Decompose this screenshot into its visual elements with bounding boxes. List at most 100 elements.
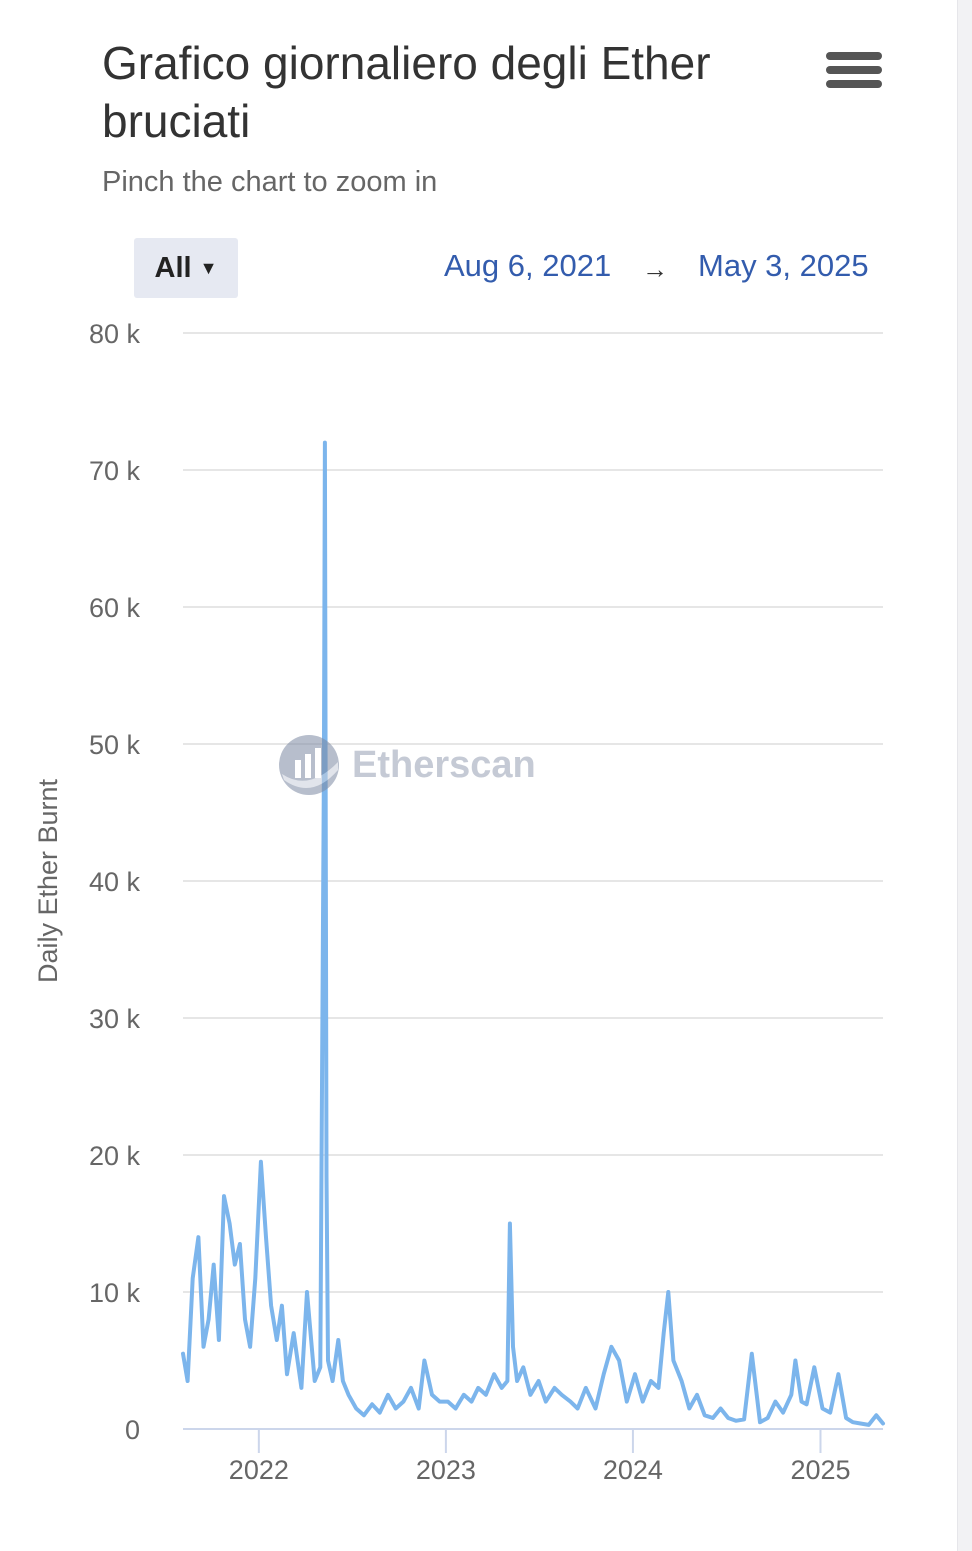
data-point <box>781 1411 785 1415</box>
data-point <box>331 1379 335 1383</box>
data-point <box>264 1235 268 1239</box>
data-point <box>528 1393 532 1397</box>
data-point <box>275 1338 279 1342</box>
x-tick-label: 2023 <box>416 1455 476 1485</box>
data-point <box>228 1222 232 1225</box>
data-point <box>248 1345 252 1349</box>
data-point <box>454 1407 458 1410</box>
data-point <box>243 1317 247 1321</box>
y-tick-label: 0 <box>125 1415 140 1445</box>
data-point <box>500 1386 504 1390</box>
data-point <box>821 1407 824 1410</box>
x-tick-label: 2022 <box>229 1455 289 1485</box>
data-point <box>800 1400 803 1404</box>
data-point <box>584 1386 588 1390</box>
data-point <box>336 1338 340 1342</box>
data-point <box>422 1359 426 1362</box>
data-point <box>191 1276 195 1280</box>
watermark-text: Etherscan <box>352 743 536 786</box>
data-point <box>508 1222 512 1225</box>
data-point <box>430 1393 434 1397</box>
data-point <box>233 1263 237 1267</box>
data-point <box>742 1417 746 1421</box>
date-to-link[interactable]: May 3, 2025 <box>698 248 869 283</box>
x-tick-label: 2025 <box>790 1455 850 1485</box>
data-point <box>370 1402 374 1406</box>
y-tick-label: 70 k <box>89 456 141 486</box>
data-point <box>505 1379 509 1383</box>
data-point <box>378 1411 382 1415</box>
data-point <box>602 1372 606 1376</box>
data-point <box>354 1407 358 1410</box>
data-point <box>633 1372 637 1376</box>
data-point <box>695 1393 699 1397</box>
caret-down-icon: ▼ <box>199 257 218 278</box>
data-point <box>217 1338 221 1342</box>
data-point <box>560 1393 564 1397</box>
data-point <box>544 1400 548 1404</box>
data-point <box>409 1386 413 1390</box>
data-point <box>671 1359 675 1362</box>
data-point <box>789 1393 793 1397</box>
data-point <box>609 1345 613 1349</box>
data-point <box>285 1372 289 1376</box>
data-point <box>641 1400 645 1404</box>
data-point <box>299 1386 303 1390</box>
data-point <box>649 1379 653 1383</box>
data-point <box>394 1407 398 1410</box>
series-line <box>181 440 885 1427</box>
data-point <box>222 1194 226 1198</box>
data-point <box>750 1352 754 1356</box>
data-point <box>773 1400 777 1404</box>
data-point <box>484 1393 488 1397</box>
etherscan-logo-icon <box>279 735 339 795</box>
y-tick-label: 40 k <box>89 867 141 897</box>
data-point <box>292 1331 296 1335</box>
data-point <box>347 1393 350 1397</box>
data-point <box>462 1393 466 1397</box>
data-point <box>812 1365 816 1369</box>
data-point <box>280 1304 284 1308</box>
data-point <box>401 1400 405 1404</box>
data-point <box>269 1304 273 1308</box>
data-point <box>417 1407 421 1410</box>
y-axis-title: Daily Ether Burnt <box>33 778 63 983</box>
data-point <box>793 1359 797 1362</box>
y-tick-label: 80 k <box>89 319 141 349</box>
y-tick-label: 50 k <box>89 730 141 760</box>
data-point <box>867 1423 871 1427</box>
data-point <box>625 1400 629 1404</box>
data-point <box>181 1352 185 1356</box>
range-selector-label: All <box>154 251 192 284</box>
data-point <box>680 1379 684 1383</box>
data-point <box>253 1276 257 1280</box>
data-point <box>844 1416 848 1420</box>
data-point <box>323 441 327 445</box>
data-point <box>492 1372 496 1376</box>
data-point <box>438 1400 442 1404</box>
date-from-link[interactable]: Aug 6, 2021 <box>444 248 612 283</box>
data-point <box>568 1400 572 1404</box>
data-point <box>687 1407 691 1410</box>
data-point <box>662 1331 666 1335</box>
data-point <box>594 1407 597 1410</box>
range-selector[interactable]: All ▼ <box>134 238 238 298</box>
data-point <box>325 1174 328 1177</box>
data-point <box>859 1422 862 1425</box>
data-point <box>553 1386 556 1390</box>
data-point <box>881 1422 885 1425</box>
data-point <box>259 1160 263 1164</box>
data-point <box>476 1386 480 1390</box>
data-point <box>576 1407 580 1410</box>
x-tick-label: 2024 <box>603 1455 663 1485</box>
etherscan-watermark: Etherscan <box>278 734 536 796</box>
data-point <box>851 1420 855 1424</box>
data-point <box>313 1379 317 1383</box>
data-point <box>207 1317 211 1321</box>
hamburger-menu-icon[interactable] <box>826 52 882 96</box>
data-point <box>666 1290 670 1294</box>
data-point <box>766 1416 770 1420</box>
data-point <box>836 1372 840 1376</box>
page-edge <box>957 0 972 1551</box>
